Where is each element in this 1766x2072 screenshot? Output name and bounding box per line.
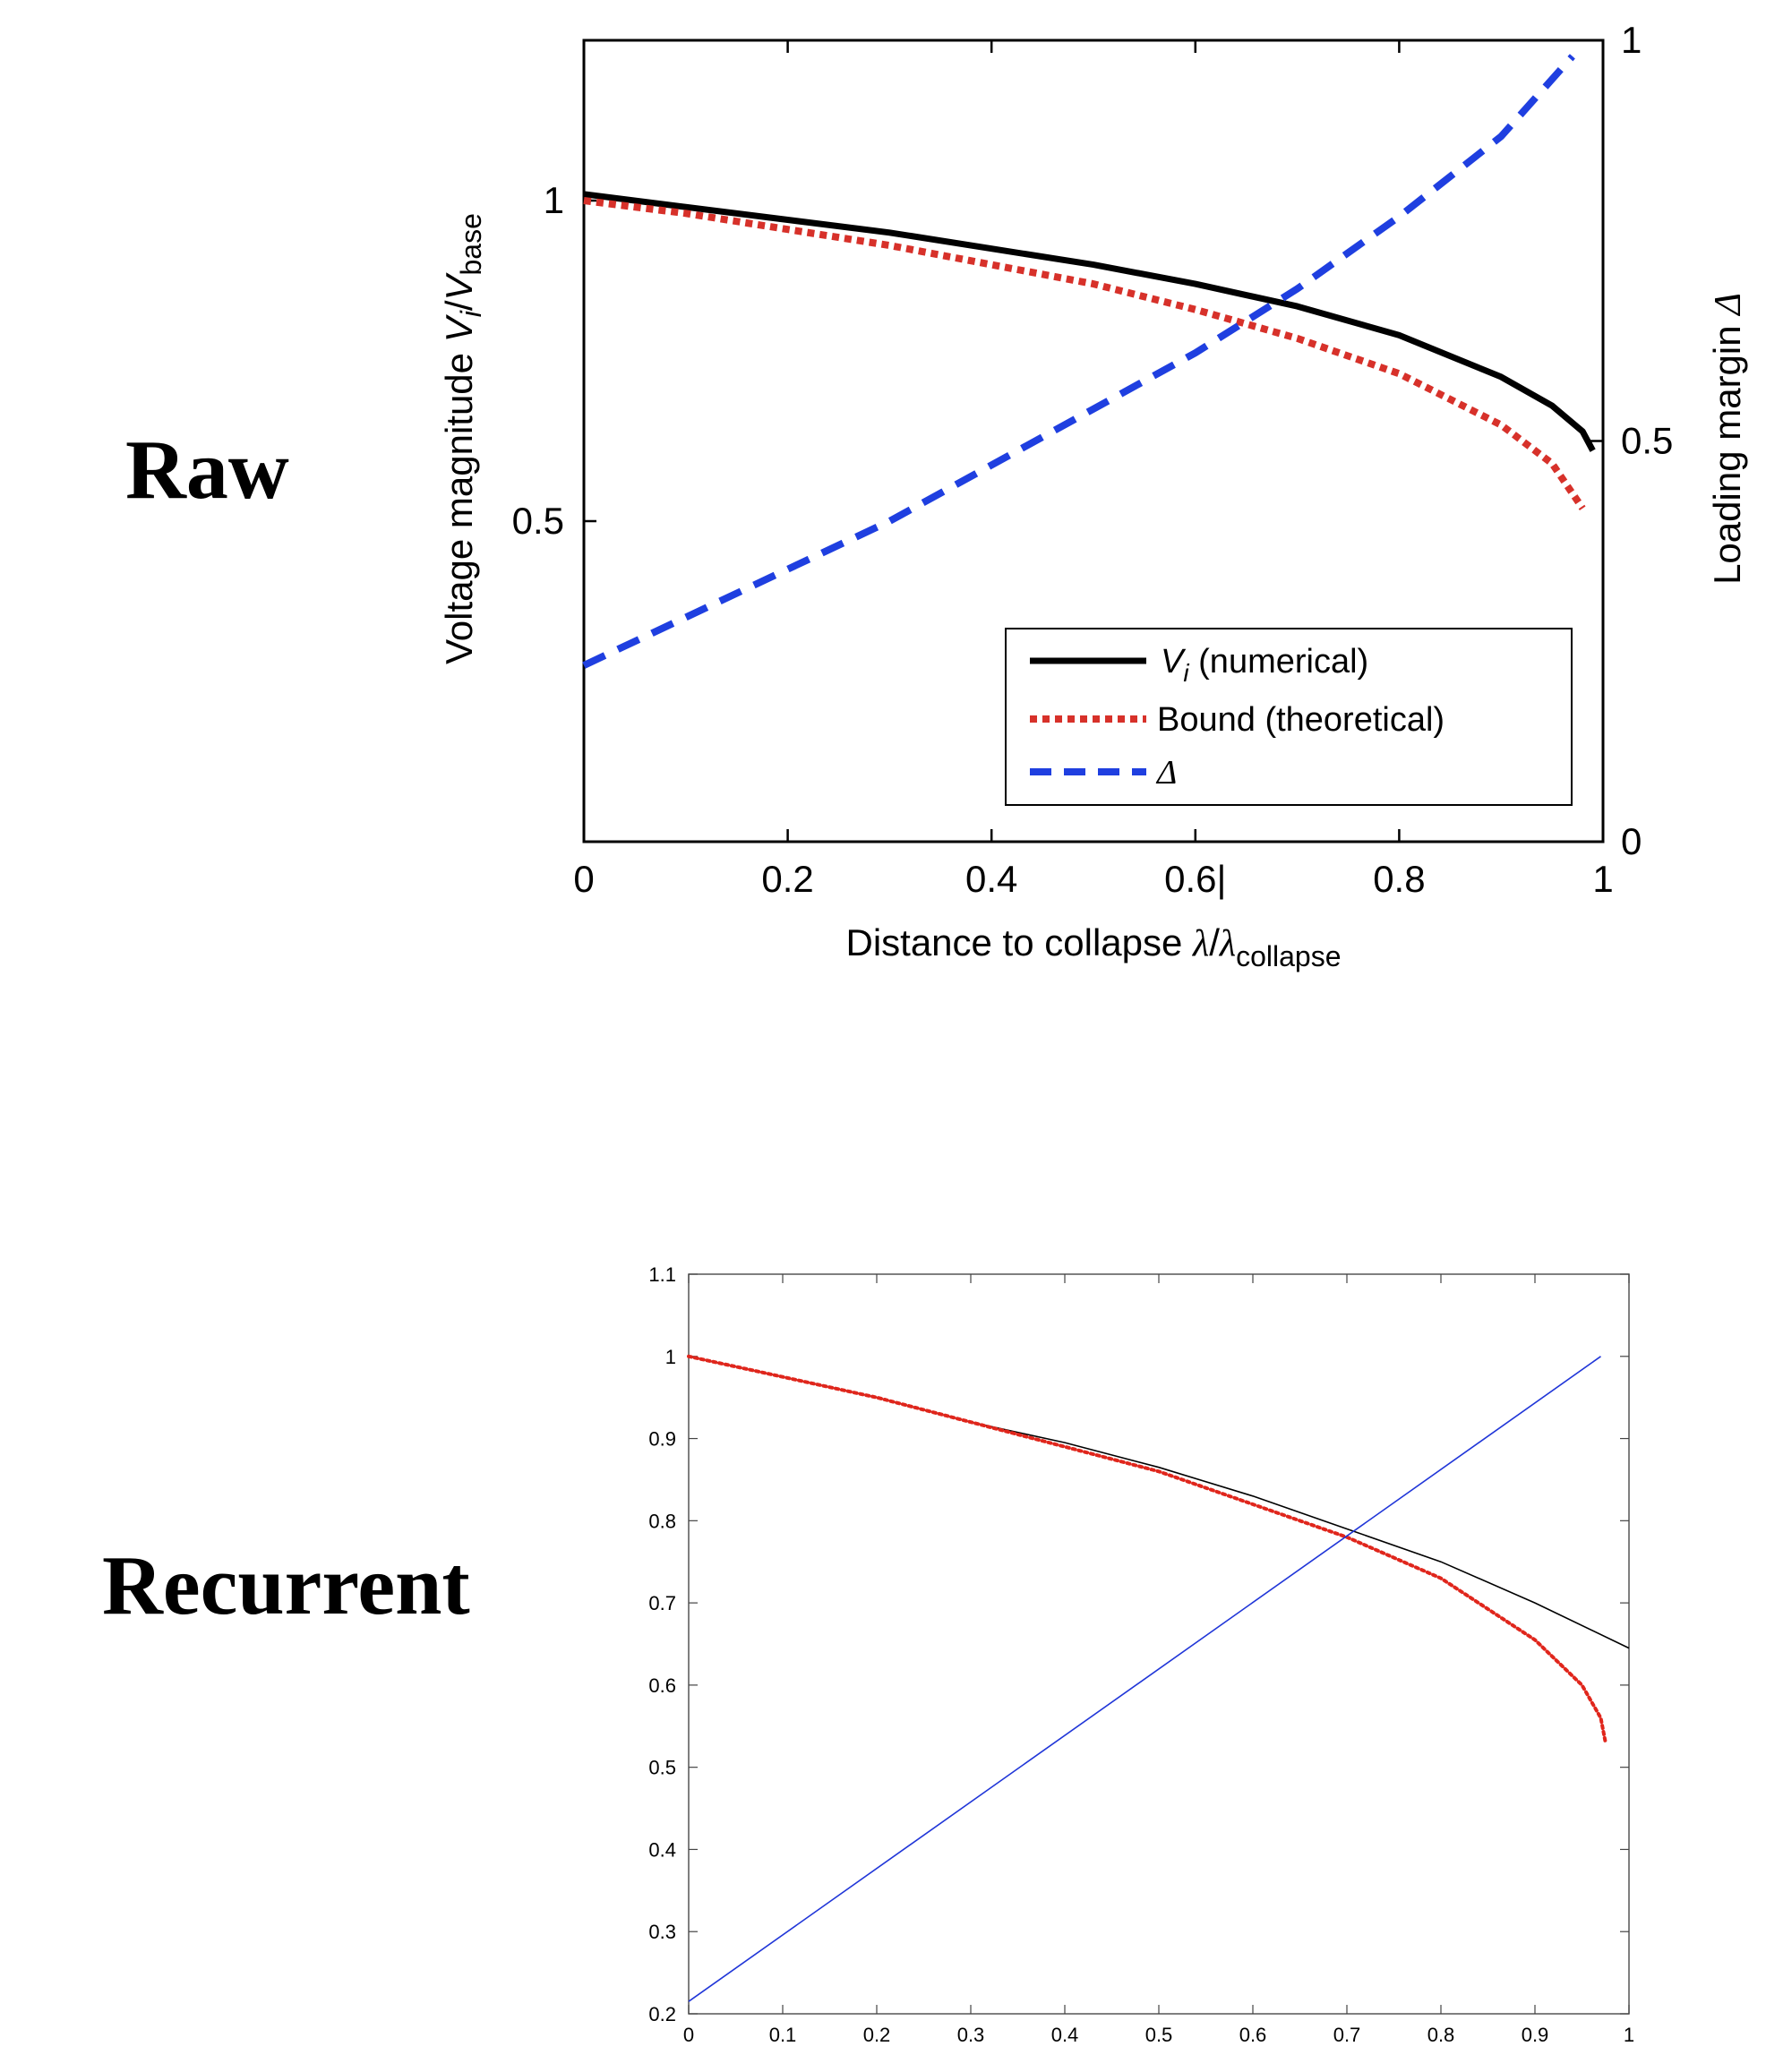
raw-y-right-tick-label-1: 1	[1621, 19, 1642, 61]
rec-series-line-2	[688, 1356, 1601, 2002]
rec-y-tick-label-0-3: 0.3	[648, 1921, 676, 1943]
rec-x-tick-label-0-2: 0.2	[863, 2024, 891, 2046]
rec-series-line-0	[688, 1356, 1630, 1649]
raw-x-tick-label-0: 0	[573, 858, 594, 900]
rec-x-tick-label-0-5: 0.5	[1145, 2024, 1173, 2046]
rec-y-tick-label-1-1: 1.1	[648, 1263, 676, 1286]
rec-y-tick-label-0-2: 0.2	[648, 2003, 676, 2025]
recurrent-chart: 0 0.1 0.2 0.3 0.4 0.5 0.6 0.7 0.8 0.9 1 0.2 0.3 0.4 0.…	[648, 1263, 1634, 2046]
rec-x-tick-label-0-1: 0.1	[769, 2024, 797, 2046]
raw-x-tick-label-0-8: 0.8	[1373, 858, 1425, 900]
recurrent-plot-frame	[688, 1273, 1630, 2015]
rec-y-tick-label-0-4: 0.4	[648, 1838, 676, 1861]
raw-ticks	[582, 39, 1605, 843]
raw-y-axis-label-left: Voltage magnitude Vi/Vbase	[438, 213, 487, 664]
rec-y-tick-label-0-5: 0.5	[648, 1757, 676, 1779]
raw-series-line-1	[583, 197, 1586, 510]
raw-y-left-tick-label-1: 1	[544, 179, 564, 221]
legend-label-bound: Bound (theoretical)	[1157, 701, 1445, 739]
raw-series-line-0	[583, 191, 1596, 452]
raw-x-axis-label: Distance to collapse λ/λcollapse	[845, 921, 1341, 972]
legend-label-delta: Δ	[1155, 754, 1177, 792]
rec-y-tick-label-1: 1	[665, 1346, 676, 1368]
rec-x-tick-label-0-6: 0.6	[1239, 2024, 1267, 2046]
raw-x-tick-label-1: 1	[1592, 858, 1613, 900]
recurrent-ticks	[688, 1273, 1630, 2015]
raw-y-left-tick-label-0-5: 0.5	[512, 500, 564, 542]
recurrent-tick-labels: 0 0.1 0.2 0.3 0.4 0.5 0.6 0.7 0.8 0.9 1 0.2 0.3 0.4 0.…	[648, 1263, 1634, 2046]
raw-series	[582, 54, 1596, 669]
rec-x-tick-label-0-3: 0.3	[957, 2024, 985, 2046]
recurrent-series	[687, 1354, 1630, 2002]
raw-x-tick-label-0-6: 0.6|	[1164, 858, 1226, 900]
rec-x-tick-label-0: 0	[683, 2024, 694, 2046]
rec-y-tick-label-0-9: 0.9	[648, 1428, 676, 1451]
rec-y-tick-label-0-8: 0.8	[648, 1510, 676, 1532]
raw-x-tick-label-0-4: 0.4	[965, 858, 1017, 900]
rec-x-tick-label-0-4: 0.4	[1051, 2024, 1079, 2046]
rec-x-tick-label-0-7: 0.7	[1333, 2024, 1361, 2046]
recurrent-label: Recurrent	[102, 1539, 470, 1632]
rec-x-tick-label-1: 1	[1624, 2024, 1634, 2046]
raw-x-tick-label-0-2: 0.2	[761, 858, 813, 900]
rec-y-tick-label-0-7: 0.7	[648, 1592, 676, 1614]
raw-y-axis-label-right: Loading margin Δ	[1706, 293, 1749, 585]
rec-y-tick-label-0-6: 0.6	[648, 1674, 676, 1697]
raw-label: Raw	[125, 424, 289, 517]
raw-legend: Vi (numerical) Bound (theoretical) Δ	[1005, 628, 1573, 806]
rec-x-tick-label-0-9: 0.9	[1522, 2024, 1549, 2046]
raw-series-line-2	[582, 54, 1575, 669]
rec-series-line-1	[687, 1354, 1607, 1745]
raw-y-right-tick-label-0: 0	[1621, 820, 1642, 862]
raw-y-right-tick-label-0-5: 0.5	[1621, 420, 1673, 462]
legend-label-numerical: Vi (numerical)	[1161, 643, 1368, 687]
rec-x-tick-label-0-8: 0.8	[1427, 2024, 1455, 2046]
